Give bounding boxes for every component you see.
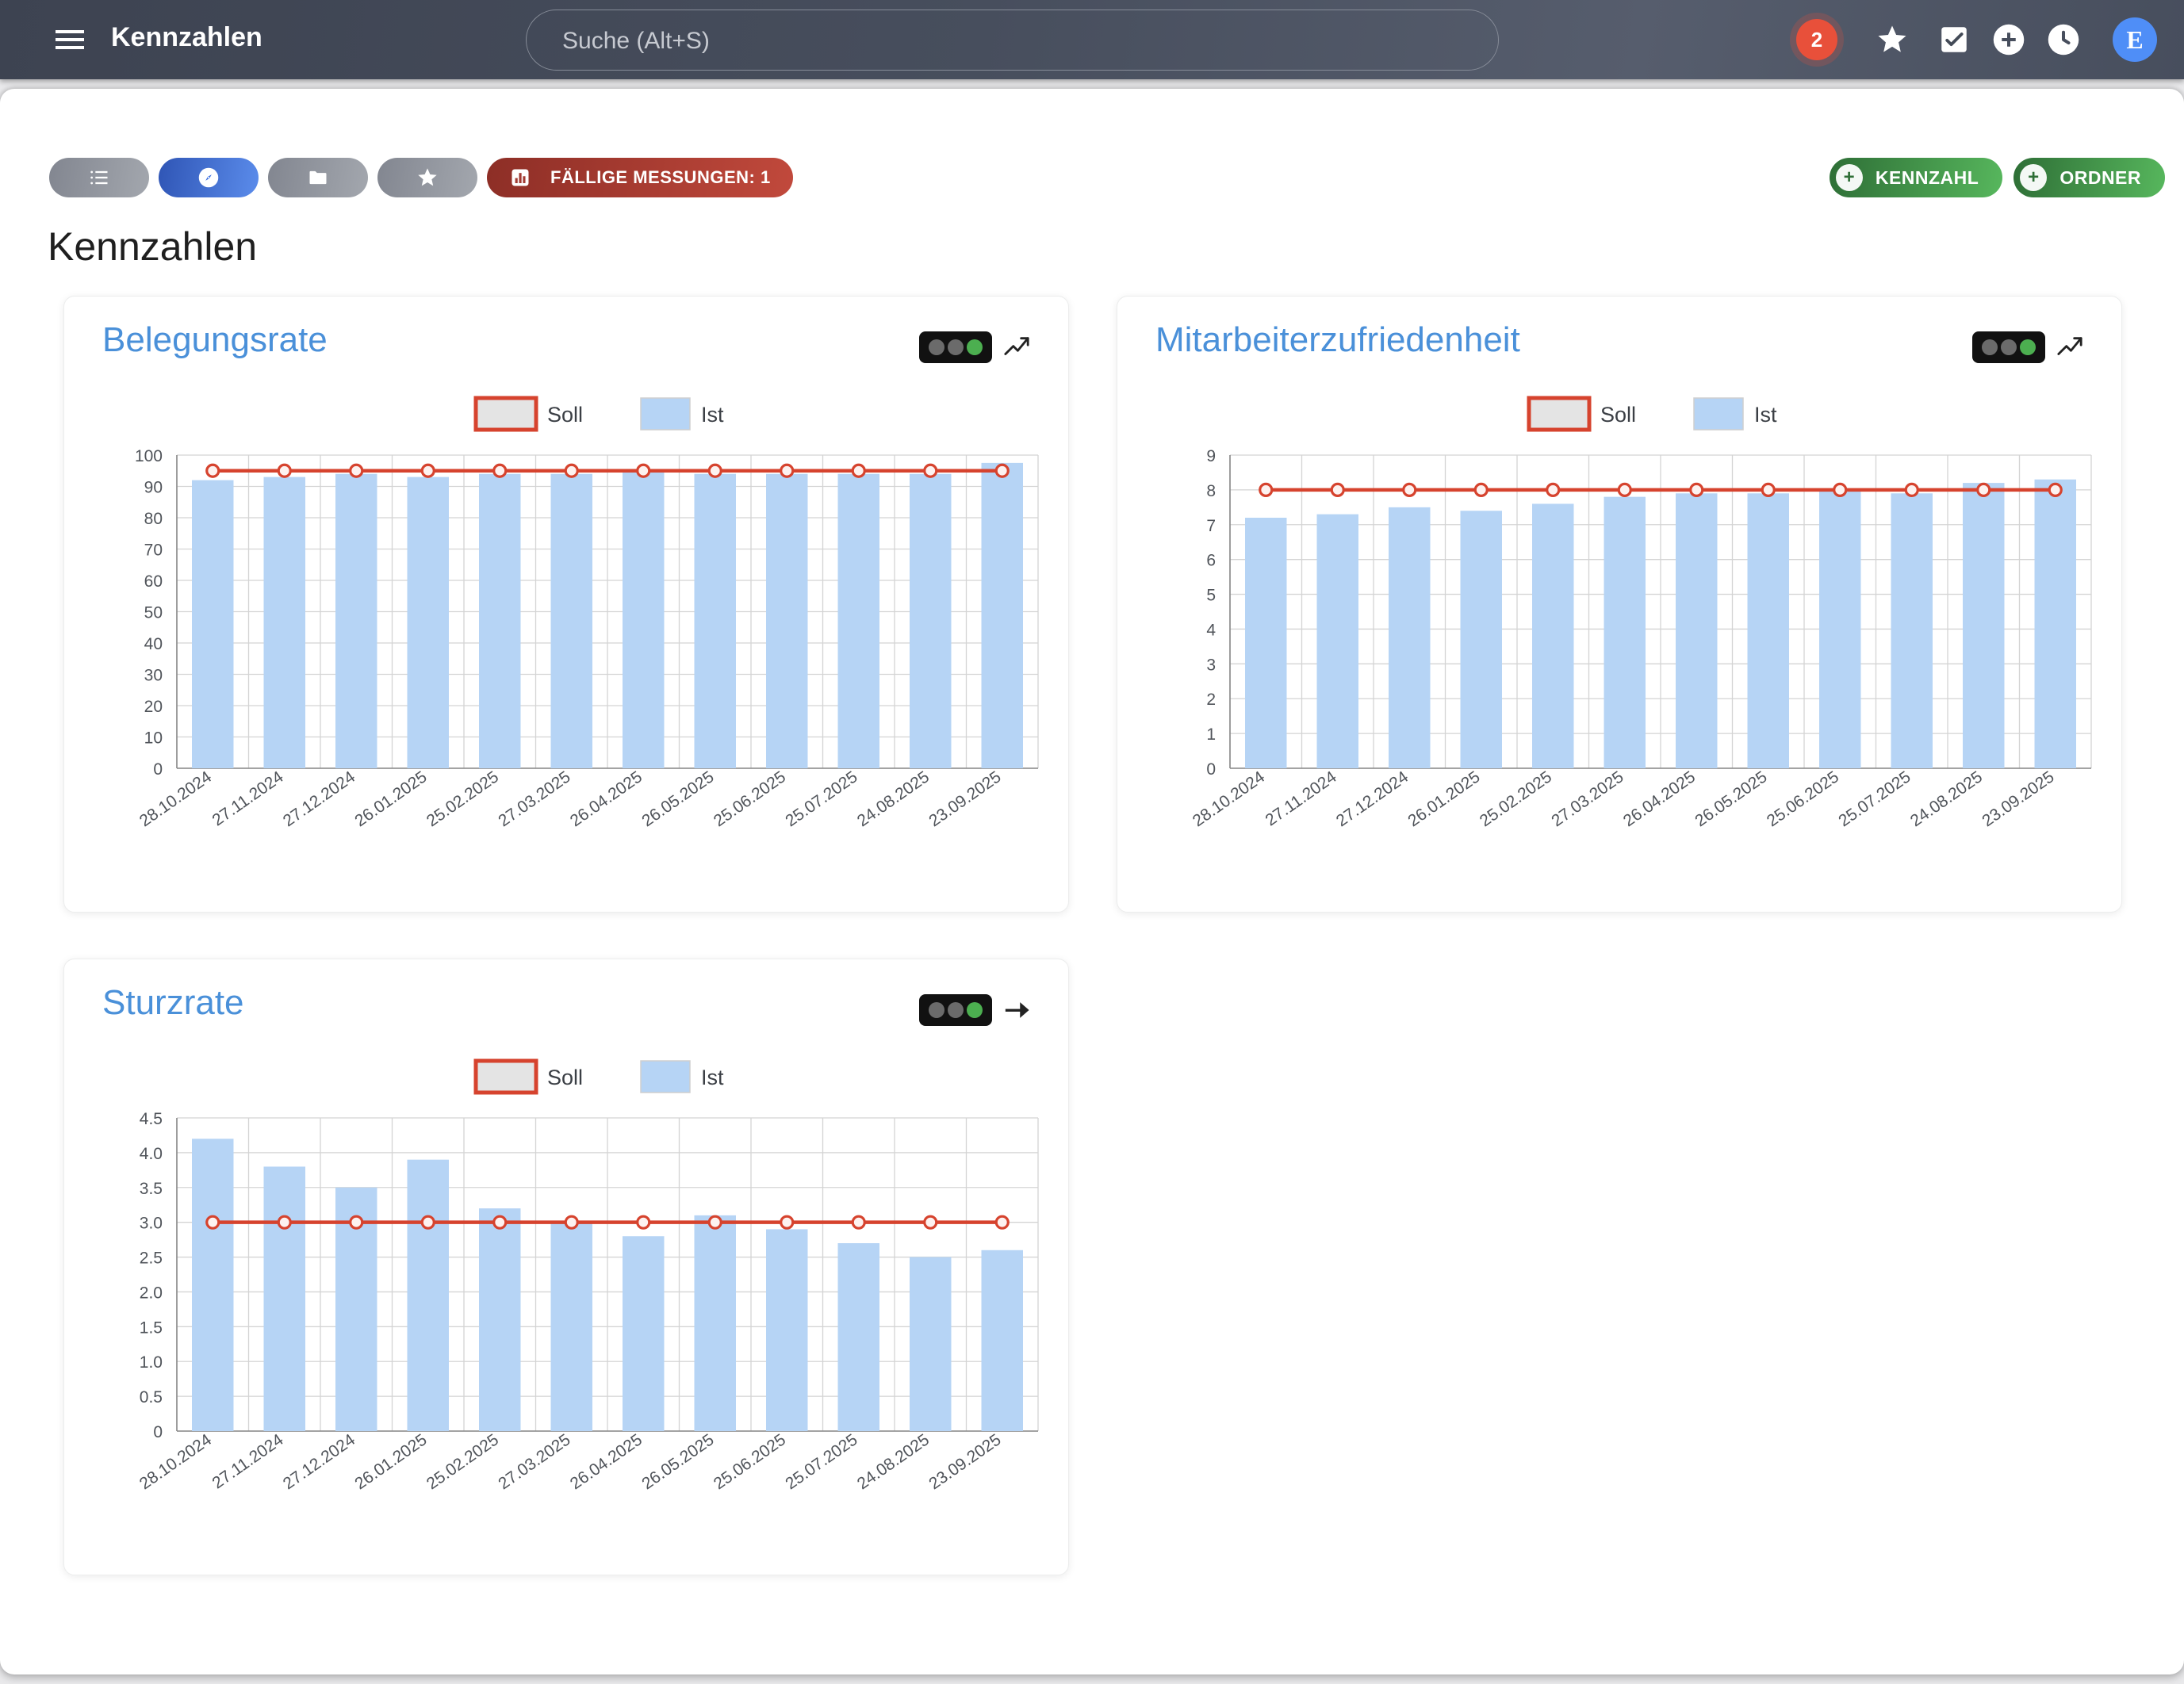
svg-text:25.02.2025: 25.02.2025 — [1477, 767, 1555, 830]
svg-text:24.08.2025: 24.08.2025 — [854, 767, 933, 830]
svg-text:100: 100 — [135, 447, 163, 465]
svg-text:3.5: 3.5 — [140, 1180, 163, 1198]
svg-text:5: 5 — [1206, 587, 1216, 605]
svg-text:26.04.2025: 26.04.2025 — [1620, 767, 1699, 830]
svg-text:26.05.2025: 26.05.2025 — [638, 1430, 717, 1493]
svg-text:25.07.2025: 25.07.2025 — [782, 1430, 860, 1493]
svg-text:26.04.2025: 26.04.2025 — [567, 767, 646, 830]
svg-text:Soll: Soll — [547, 1066, 583, 1089]
svg-text:25.02.2025: 25.02.2025 — [423, 767, 502, 830]
svg-text:9: 9 — [1206, 447, 1216, 465]
svg-text:50: 50 — [144, 604, 163, 622]
svg-text:23.09.2025: 23.09.2025 — [925, 1430, 1004, 1493]
svg-text:3: 3 — [1206, 656, 1216, 674]
svg-text:25.07.2025: 25.07.2025 — [1835, 767, 1914, 830]
svg-text:23.09.2025: 23.09.2025 — [925, 767, 1004, 830]
svg-text:90: 90 — [144, 479, 163, 497]
svg-text:8: 8 — [1206, 482, 1216, 500]
svg-text:10: 10 — [144, 729, 163, 748]
svg-text:23.09.2025: 23.09.2025 — [1979, 767, 2057, 830]
svg-text:3.0: 3.0 — [140, 1215, 163, 1233]
svg-text:1.5: 1.5 — [140, 1318, 163, 1337]
svg-text:0: 0 — [1206, 760, 1216, 779]
svg-text:0.5: 0.5 — [140, 1388, 163, 1407]
svg-text:Ist: Ist — [1754, 403, 1777, 427]
svg-text:27.11.2024: 27.11.2024 — [1263, 767, 1340, 829]
svg-text:26.01.2025: 26.01.2025 — [1404, 767, 1483, 830]
svg-text:25.06.2025: 25.06.2025 — [711, 767, 789, 830]
svg-text:70: 70 — [144, 542, 163, 560]
svg-text:25.06.2025: 25.06.2025 — [1764, 767, 1842, 830]
svg-text:28.10.2024: 28.10.2024 — [1190, 767, 1269, 830]
svg-text:1.0: 1.0 — [140, 1353, 163, 1372]
svg-text:25.07.2025: 25.07.2025 — [782, 767, 860, 830]
svg-text:Soll: Soll — [547, 403, 583, 427]
svg-text:26.04.2025: 26.04.2025 — [567, 1430, 646, 1493]
svg-text:40: 40 — [144, 635, 163, 653]
svg-text:24.08.2025: 24.08.2025 — [1907, 767, 1986, 830]
svg-text:2.5: 2.5 — [140, 1250, 163, 1268]
svg-text:26.05.2025: 26.05.2025 — [1692, 767, 1770, 830]
svg-text:28.10.2024: 28.10.2024 — [136, 1430, 216, 1493]
svg-text:Soll: Soll — [1600, 403, 1636, 427]
svg-text:26.01.2025: 26.01.2025 — [351, 767, 430, 830]
svg-text:2: 2 — [1206, 691, 1216, 709]
svg-text:27.12.2024: 27.12.2024 — [1333, 767, 1412, 830]
svg-text:25.06.2025: 25.06.2025 — [711, 1430, 789, 1493]
svg-text:30: 30 — [144, 667, 163, 685]
svg-text:26.05.2025: 26.05.2025 — [638, 767, 717, 830]
svg-text:6: 6 — [1206, 552, 1216, 570]
svg-text:27.12.2024: 27.12.2024 — [280, 767, 359, 830]
svg-text:4: 4 — [1206, 621, 1216, 639]
svg-text:27.11.2024: 27.11.2024 — [209, 1430, 287, 1492]
svg-text:25.02.2025: 25.02.2025 — [423, 1430, 502, 1493]
svg-text:27.03.2025: 27.03.2025 — [495, 767, 573, 830]
svg-text:4.5: 4.5 — [140, 1110, 163, 1128]
svg-text:28.10.2024: 28.10.2024 — [136, 767, 216, 830]
svg-text:2.0: 2.0 — [140, 1284, 163, 1302]
svg-text:27.03.2025: 27.03.2025 — [1548, 767, 1627, 830]
svg-text:Ist: Ist — [701, 403, 724, 427]
svg-text:0: 0 — [153, 760, 163, 779]
svg-text:27.11.2024: 27.11.2024 — [209, 767, 287, 829]
svg-text:20: 20 — [144, 698, 163, 716]
svg-text:0: 0 — [153, 1423, 163, 1441]
svg-text:26.01.2025: 26.01.2025 — [351, 1430, 430, 1493]
svg-text:80: 80 — [144, 510, 163, 528]
svg-text:1: 1 — [1206, 725, 1216, 744]
svg-text:24.08.2025: 24.08.2025 — [854, 1430, 933, 1493]
svg-text:Ist: Ist — [701, 1066, 724, 1089]
svg-text:27.03.2025: 27.03.2025 — [495, 1430, 573, 1493]
svg-text:4.0: 4.0 — [140, 1145, 163, 1163]
svg-text:7: 7 — [1206, 517, 1216, 535]
svg-text:60: 60 — [144, 572, 163, 591]
svg-text:27.12.2024: 27.12.2024 — [280, 1430, 359, 1493]
